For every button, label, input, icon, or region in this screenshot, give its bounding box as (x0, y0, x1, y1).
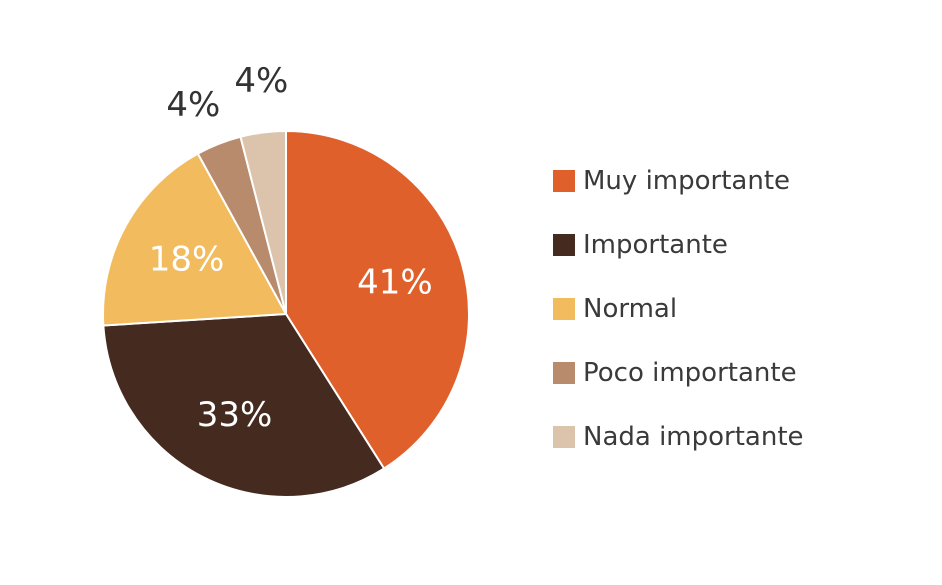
slice-label-poco-importante: 4% (166, 85, 220, 125)
legend-swatch-importante (553, 234, 575, 256)
legend-label-muy-importante: Muy importante (583, 166, 790, 196)
slice-label-normal: 18% (149, 239, 225, 279)
legend-label-poco-importante: Poco importante (583, 358, 797, 388)
pie-slice-muy-importante (285, 129, 470, 470)
pie-slice-importante (102, 312, 386, 498)
legend-label-nada-importante: Nada importante (583, 422, 804, 452)
legend-label-normal: Normal (583, 294, 677, 324)
legend-swatch-muy-importante (553, 170, 575, 192)
slice-label-muy-importante: 41% (357, 262, 433, 302)
pie-slices (102, 129, 470, 498)
legend-swatch-nada-importante (553, 426, 575, 448)
legend-swatch-normal (553, 298, 575, 320)
legend-swatch-poco-importante (553, 362, 575, 384)
slice-label-nada-importante: 4% (234, 61, 288, 101)
legend-label-importante: Importante (583, 230, 728, 260)
legend: Muy importante Importante Normal Poco impor… (553, 166, 804, 452)
pie-slice-labels: 41% 33% 18% 4% 4% (149, 61, 433, 435)
pie-slice-normal (102, 152, 288, 327)
slice-label-importante: 33% (197, 395, 273, 435)
pie-slice-nada-importante (239, 129, 287, 315)
